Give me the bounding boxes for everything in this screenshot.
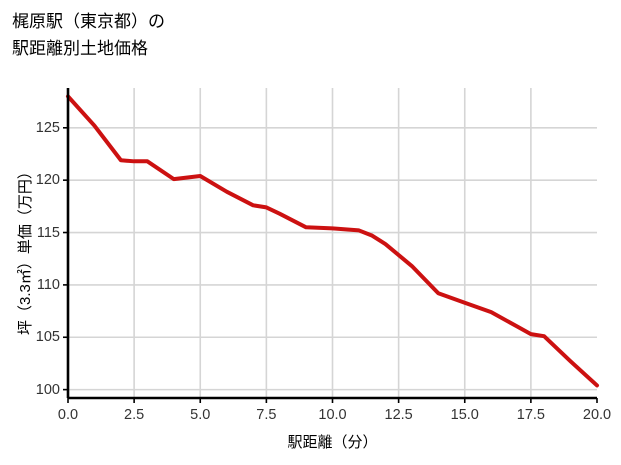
- x-tick-label: 15.0: [450, 407, 479, 423]
- y-tick-label: 100: [35, 381, 60, 398]
- chart-title: 梶原駅（東京都）の 駅距離別土地価格: [12, 12, 165, 58]
- y-tick-label: 115: [36, 224, 60, 241]
- x-tick-label: 12.5: [384, 407, 413, 423]
- x-tick-label: 17.5: [516, 407, 545, 423]
- x-tick-label: 2.5: [124, 407, 145, 423]
- data-series-line: [66, 94, 599, 388]
- y-tick-label: 125: [35, 119, 60, 136]
- y-tick-label: 110: [36, 276, 60, 293]
- gridlines: [68, 88, 597, 398]
- x-tick-label: 0.0: [57, 407, 79, 423]
- y-tick-label: 120: [35, 172, 60, 189]
- y-axis-label: 坪（3.3㎡）単価（万円）: [17, 164, 34, 335]
- x-tick-label: 7.5: [256, 407, 277, 423]
- y-tick-label: 105: [35, 329, 60, 346]
- x-tick-label: 10.0: [318, 407, 347, 423]
- x-tick-label: 5.0: [190, 407, 211, 423]
- x-tick-label: 20.0: [582, 407, 612, 423]
- x-axis-label: 駅距離（分）: [287, 434, 378, 451]
